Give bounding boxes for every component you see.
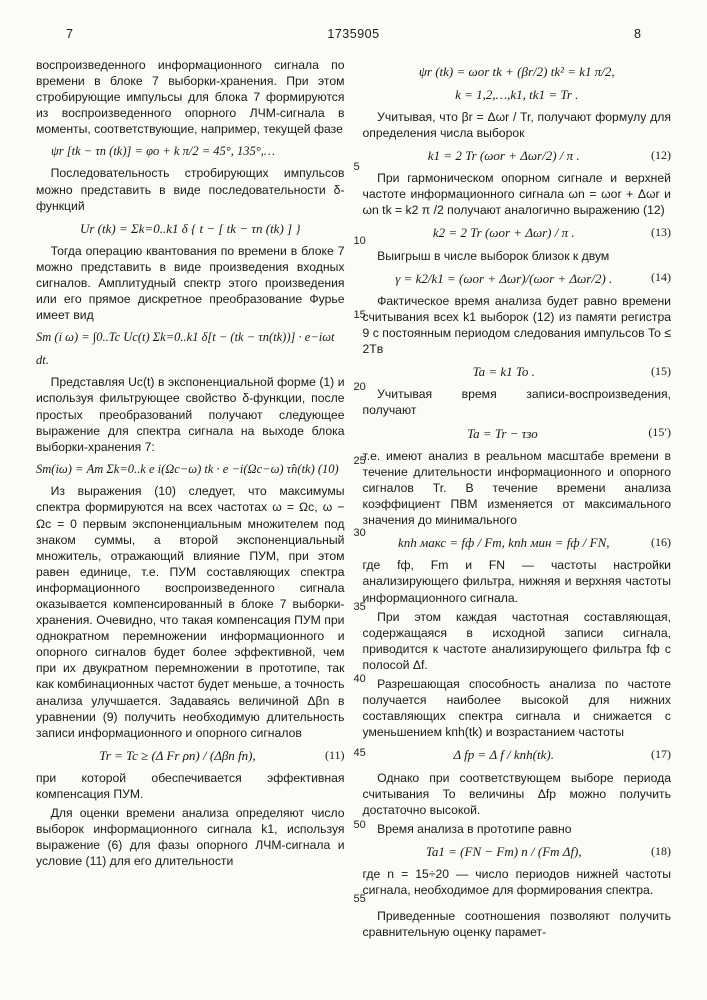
equation-number: (11) bbox=[319, 748, 345, 764]
line-number: 30 bbox=[354, 528, 366, 539]
equation: ψr [tk − τn (tk)] = φo + k π/2 = 45°, 13… bbox=[36, 143, 345, 160]
equation-body: Δ fр = Δ f / kпh(tk). bbox=[363, 746, 646, 763]
equation: dt. bbox=[36, 352, 345, 369]
paragraph: где n = 15÷20 — число периодов нижней ча… bbox=[363, 866, 672, 898]
equation-body: Ta1 = (FN − Fm) n / (Fm Δf), bbox=[363, 843, 646, 860]
line-number: 50 bbox=[354, 820, 366, 831]
equation: Sт(iω) = Am Σk=0..k e i(Ωc−ω) tk · e −i(… bbox=[36, 461, 345, 478]
equation-number: (16) bbox=[645, 535, 671, 551]
equation-body: Tr = Tc ≥ (Δ Fr ρn) / (Δβn fn), bbox=[36, 747, 319, 764]
equation-number: (12) bbox=[645, 148, 671, 164]
equation: ψr (tk) = ωor tk + (βr/2) tk² = k1 π/2, bbox=[363, 63, 672, 80]
line-number: 35 bbox=[354, 602, 366, 613]
equation-body: k1 = 2 Tr (ωor + Δωr/2) / π . bbox=[363, 147, 646, 164]
paragraph: Из выражения (10) следует, что максимумы… bbox=[36, 483, 345, 741]
paragraph: Приведенные соотношения позволяют получи… bbox=[363, 908, 672, 940]
equation-number: (13) bbox=[645, 225, 671, 241]
paragraph: Для оценки времени анализа определяют чи… bbox=[36, 805, 345, 869]
line-number: 55 bbox=[354, 894, 366, 905]
page: 7 1735905 8 5 10 15 20 25 30 35 40 45 50… bbox=[0, 0, 707, 1000]
page-right: 8 bbox=[634, 26, 641, 43]
equation: γ = k2/k1 = (ωor + Δωr)/(ωor + Δωr/2) . … bbox=[363, 270, 672, 287]
equation-body: k2 = 2 Tr (ωor + Δωr) / π . bbox=[363, 224, 646, 241]
line-number: 20 bbox=[354, 382, 366, 393]
paragraph: воспроизведенного информационного сигнал… bbox=[36, 57, 345, 137]
paragraph: Учитывая время записи-воспроизведения, п… bbox=[363, 386, 672, 418]
paragraph: Разрешающая способность анализа по часто… bbox=[363, 676, 672, 740]
line-number: 25 bbox=[354, 456, 366, 467]
paragraph: Время анализа в прототипе равно bbox=[363, 821, 672, 837]
paragraph: Фактическое время анализа будет равно вр… bbox=[363, 293, 672, 357]
equation-body: Ta = k1 To . bbox=[363, 363, 646, 380]
paragraph: т.е. имеют анализ в реальном масштабе вр… bbox=[363, 448, 672, 528]
equation: Ta = Tr − τзо (15′) bbox=[363, 425, 672, 442]
paragraph: Учитывая, что βr = Δωr / Tr, получают фо… bbox=[363, 109, 672, 141]
line-number: 40 bbox=[354, 674, 366, 685]
line-number: 45 bbox=[354, 748, 366, 759]
equation: Ta1 = (FN − Fm) n / (Fm Δf), (18) bbox=[363, 843, 672, 860]
paragraph: Выигрыш в числе выборок близок к двум bbox=[363, 248, 672, 264]
equation-number: (14) bbox=[645, 270, 671, 286]
equation: Ur (tk) = Σk=0..k1 δ { t − [ tk − τn (tk… bbox=[36, 220, 345, 237]
line-number: 15 bbox=[354, 310, 366, 321]
equation: Tr = Tc ≥ (Δ Fr ρn) / (Δβn fn), (11) bbox=[36, 747, 345, 764]
equation: Ta = k1 To . (15) bbox=[363, 363, 672, 380]
equation: k = 1,2,…,k1, tk1 = Tr . bbox=[363, 86, 672, 103]
equation-body: kпh макс = fф / Fm, kпh мин = fф / FN, bbox=[363, 534, 646, 551]
paragraph: при которой обеспечивается эффективная к… bbox=[36, 770, 345, 802]
paragraph: Представляя Uc(t) в экспоненциальной фор… bbox=[36, 374, 345, 454]
equation-number: (15) bbox=[645, 364, 671, 380]
line-number: 10 bbox=[354, 236, 366, 247]
paragraph: Тогда операцию квантования по времени в … bbox=[36, 243, 345, 323]
equation-body: γ = k2/k1 = (ωor + Δωr)/(ωor + Δωr/2) . bbox=[363, 270, 646, 287]
right-column: ψr (tk) = ωor tk + (βr/2) tk² = k1 π/2, … bbox=[363, 57, 672, 944]
patent-number: 1735905 bbox=[327, 26, 379, 43]
paragraph: При этом каждая частотная составляющая, … bbox=[363, 609, 672, 673]
equation-number: (18) bbox=[645, 844, 671, 860]
paragraph: При гармоническом опорном сигнале и верх… bbox=[363, 170, 672, 218]
paragraph: где fф, Fm и FN — частоты настройки анал… bbox=[363, 557, 672, 605]
equation: k2 = 2 Tr (ωor + Δωr) / π . (13) bbox=[363, 224, 672, 241]
equation: k1 = 2 Tr (ωor + Δωr/2) / π . (12) bbox=[363, 147, 672, 164]
page-left: 7 bbox=[66, 26, 73, 43]
equation-number: (15′) bbox=[642, 425, 671, 441]
paragraph: Однако при соответствующем выборе период… bbox=[363, 770, 672, 818]
left-column: воспроизведенного информационного сигнал… bbox=[36, 57, 345, 944]
header: 7 1735905 8 bbox=[36, 26, 671, 43]
equation-number: (17) bbox=[645, 747, 671, 763]
columns: воспроизведенного информационного сигнал… bbox=[36, 57, 671, 944]
equation-body: Ta = Tr − τзо bbox=[363, 425, 643, 442]
line-number: 5 bbox=[354, 162, 360, 173]
equation: Sт (i ω) = ∫0..Tc Uc(t) Σk=0..k1 δ[t − (… bbox=[36, 329, 345, 346]
equation: kпh макс = fф / Fm, kпh мин = fф / FN, (… bbox=[363, 534, 672, 551]
equation: Δ fр = Δ f / kпh(tk). (17) bbox=[363, 746, 672, 763]
paragraph: Последовательность стробирующих импульсо… bbox=[36, 165, 345, 213]
